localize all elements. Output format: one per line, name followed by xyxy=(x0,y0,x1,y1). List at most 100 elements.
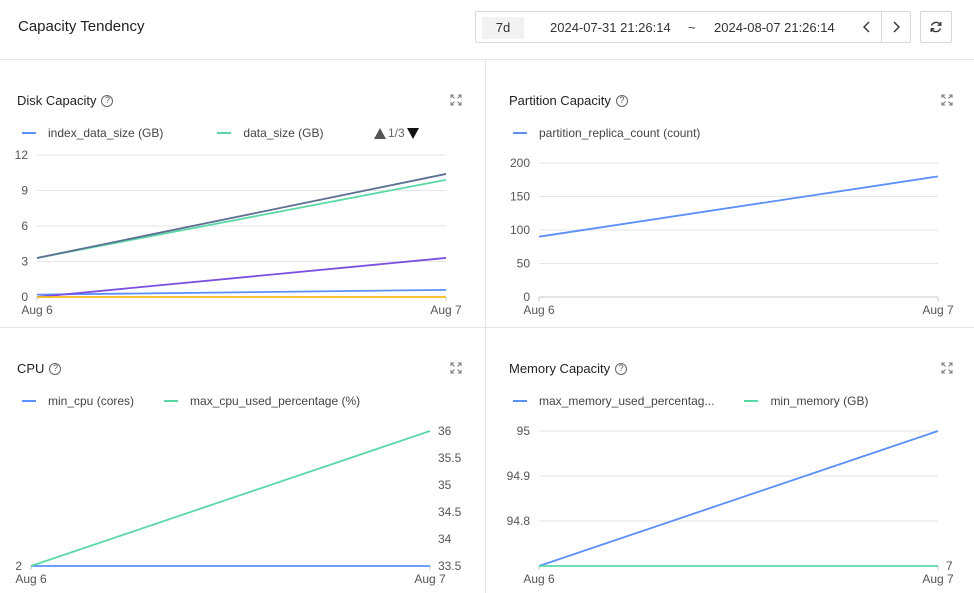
y-right-tick-label: 33.5 xyxy=(438,559,462,573)
legend-swatch xyxy=(513,132,527,134)
y-tick-label: 3 xyxy=(21,255,28,269)
chevron-right-icon xyxy=(893,21,900,33)
memory-panel-title: Memory Capacity ? xyxy=(509,361,628,376)
legend-page-down-icon[interactable] xyxy=(406,127,419,139)
series-line xyxy=(36,173,447,259)
refresh-icon xyxy=(930,21,942,33)
cpu-legend: min_cpu (cores) max_cpu_used_percentage … xyxy=(22,394,390,408)
y-tick-label: 100 xyxy=(510,223,530,237)
partition-title-text: Partition Capacity xyxy=(509,93,611,108)
y-right-tick-label: 35.5 xyxy=(438,451,462,465)
prev-range-button[interactable] xyxy=(853,11,882,43)
y-tick-label: 50 xyxy=(517,257,531,271)
series-line xyxy=(36,257,447,298)
disk-chart: 0 3 6 9 12 Aug 6 Aug 7 xyxy=(15,148,462,317)
range-preset-chip[interactable]: 7d xyxy=(482,17,524,39)
legend-label: min_memory (GB) xyxy=(770,394,869,408)
x-tick-label: Aug 7 xyxy=(430,303,462,317)
page-header: Capacity Tendency 7d 2024-07-31 21:26:14… xyxy=(0,0,974,60)
expand-icon[interactable] xyxy=(450,94,462,106)
series-line xyxy=(538,430,939,567)
disk-panel-title: Disk Capacity ? xyxy=(17,93,114,108)
legend-page-indicator: 1/3 xyxy=(388,126,405,140)
series-line xyxy=(538,175,939,238)
legend-swatch xyxy=(22,132,36,134)
expand-icon[interactable] xyxy=(450,362,462,374)
chevron-left-icon xyxy=(863,21,870,33)
x-tick-label: Aug 7 xyxy=(922,303,954,317)
range-separator: ~ xyxy=(688,20,696,35)
refresh-button[interactable] xyxy=(920,11,952,43)
y-tick-label: 12 xyxy=(15,148,29,162)
y-right-tick-label: 34 xyxy=(438,532,452,546)
legend-item[interactable]: index_data_size (GB) xyxy=(22,126,163,140)
range-start[interactable]: 2024-07-31 21:26:14 xyxy=(550,20,671,35)
partition-chart: 0 50 100 150 200 Aug 6 Aug 7 xyxy=(510,156,954,317)
legend-item[interactable]: max_memory_used_percentag... xyxy=(513,394,714,408)
legend-item[interactable]: data_size (GB) xyxy=(217,126,323,140)
y-tick-label: 94.9 xyxy=(507,469,531,483)
y-right-tick-label: 7 xyxy=(946,559,953,573)
legend-label: min_cpu (cores) xyxy=(48,394,135,408)
expand-icon[interactable] xyxy=(941,362,953,374)
legend-swatch xyxy=(744,400,759,402)
series-line xyxy=(36,289,447,296)
partition-legend: partition_replica_count (count) xyxy=(513,126,730,140)
legend-item[interactable]: min_cpu (cores) xyxy=(22,394,134,408)
page-title: Capacity Tendency xyxy=(18,18,145,35)
range-end[interactable]: 2024-08-07 21:26:14 xyxy=(714,20,835,35)
legend-label: index_data_size (GB) xyxy=(48,126,164,140)
time-range-picker[interactable]: 7d 2024-07-31 21:26:14 ~ 2024-08-07 21:2… xyxy=(475,11,854,43)
series-line xyxy=(30,430,431,567)
next-range-button[interactable] xyxy=(882,11,911,43)
panel-divider-horizontal xyxy=(0,327,974,328)
cpu-title-text: CPU xyxy=(17,361,45,376)
memory-legend: max_memory_used_percentag... min_memory … xyxy=(513,394,898,408)
y-right-tick-label: 35 xyxy=(438,478,452,492)
legend-label: partition_replica_count (count) xyxy=(539,126,701,140)
question-circle-icon[interactable]: ? xyxy=(49,362,62,375)
panel-divider-vertical xyxy=(485,60,486,593)
legend-swatch xyxy=(217,132,232,134)
legend-item[interactable]: min_memory (GB) xyxy=(744,394,868,408)
legend-page-up-icon[interactable] xyxy=(374,127,386,139)
legend-pager: 1/3 xyxy=(374,126,419,140)
legend-label: data_size (GB) xyxy=(243,126,324,140)
y-tick-label: 150 xyxy=(510,190,530,204)
y-tick-label: 2 xyxy=(15,559,22,573)
series-line xyxy=(36,178,447,259)
x-tick-label: Aug 6 xyxy=(21,303,53,317)
legend-label: max_cpu_used_percentage (%) xyxy=(190,394,361,408)
y-tick-label: 95 xyxy=(517,424,531,438)
disk-title-text: Disk Capacity xyxy=(17,93,97,108)
x-tick-label: Aug 7 xyxy=(922,572,954,586)
x-tick-label: Aug 7 xyxy=(414,572,446,586)
y-tick-label: 94.8 xyxy=(507,514,531,528)
y-tick-label: 0 xyxy=(523,290,530,304)
y-tick-label: 9 xyxy=(21,184,28,198)
y-tick-label: 200 xyxy=(510,156,530,170)
x-tick-label: Aug 6 xyxy=(15,572,47,586)
x-tick-label: Aug 6 xyxy=(523,572,555,586)
y-tick-label: 0 xyxy=(21,290,28,304)
memory-title-text: Memory Capacity xyxy=(509,361,611,376)
x-tick-label: Aug 6 xyxy=(523,303,555,317)
legend-item[interactable]: partition_replica_count (count) xyxy=(513,126,700,140)
disk-legend: index_data_size (GB) data_size (GB) xyxy=(22,126,353,140)
legend-swatch xyxy=(22,400,36,402)
legend-label: max_memory_used_percentag... xyxy=(539,394,715,408)
question-circle-icon[interactable]: ? xyxy=(615,362,628,375)
cpu-panel-title: CPU ? xyxy=(17,361,62,376)
legend-swatch xyxy=(513,400,527,402)
question-circle-icon[interactable]: ? xyxy=(101,94,114,107)
y-tick-label: 6 xyxy=(21,219,28,233)
legend-swatch xyxy=(164,400,179,402)
memory-chart: 95 94.9 94.8 7 Aug 6 Aug 7 xyxy=(507,424,954,586)
partition-panel-title: Partition Capacity ? xyxy=(509,93,628,108)
question-circle-icon[interactable]: ? xyxy=(615,94,628,107)
y-right-tick-label: 36 xyxy=(438,424,452,438)
legend-item[interactable]: max_cpu_used_percentage (%) xyxy=(164,394,360,408)
expand-icon[interactable] xyxy=(941,94,953,106)
y-right-tick-label: 34.5 xyxy=(438,505,462,519)
